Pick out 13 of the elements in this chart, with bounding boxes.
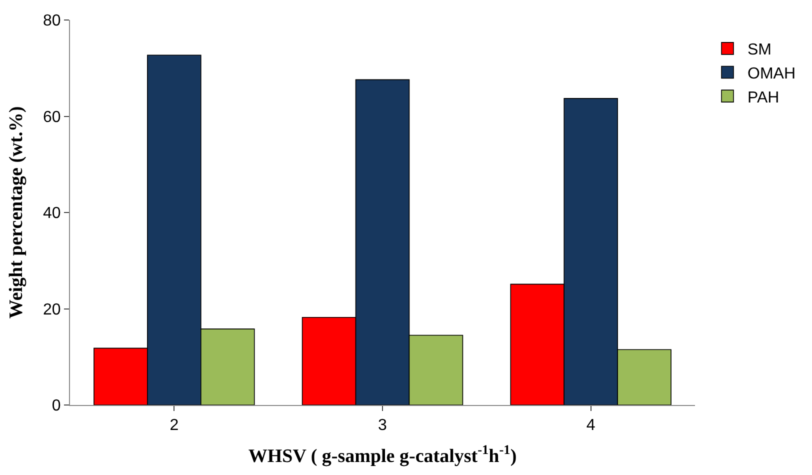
x-tick-label: 3	[378, 417, 388, 434]
y-tick-label: 0	[52, 398, 61, 415]
legend-label: SM	[748, 42, 772, 59]
legend-label: PAH	[748, 89, 780, 106]
x-axis-title: WHSV ( g-sample g-catalyst$^{-1}$h$^{-1}$)	[248, 442, 517, 467]
legend-label: OMAH	[748, 65, 796, 82]
y-tick-label: 60	[43, 108, 61, 126]
y-tick-label: 40	[43, 205, 61, 222]
y-axis-title: Weight percentage (wt.%)	[6, 106, 27, 319]
y-tick-label: 20	[43, 301, 61, 318]
x-tick-label: 4	[586, 417, 596, 434]
x-tick-label: 2	[170, 417, 179, 434]
y-tick-label: 80	[43, 12, 61, 30]
